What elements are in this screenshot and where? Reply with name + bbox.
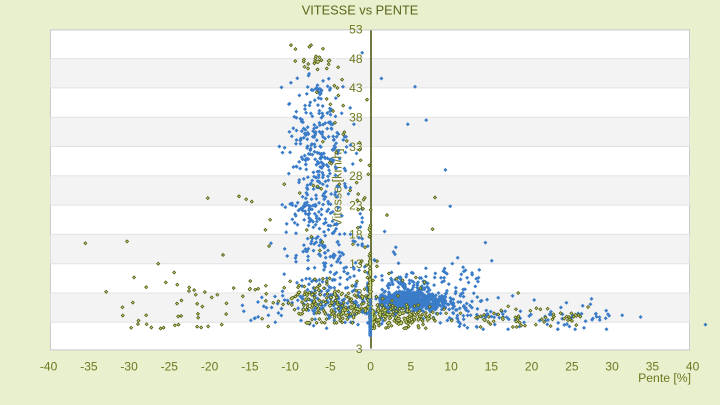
svg-text:Pente [%]: Pente [%] (638, 371, 691, 385)
svg-text:-35: -35 (80, 360, 98, 374)
svg-text:10: 10 (444, 360, 458, 374)
svg-text:-10: -10 (281, 360, 299, 374)
svg-text:3: 3 (356, 342, 363, 356)
svg-text:43: 43 (349, 81, 363, 95)
svg-text:-30: -30 (120, 360, 138, 374)
svg-text:28: 28 (349, 169, 363, 183)
svg-text:35: 35 (646, 360, 660, 374)
svg-text:-15: -15 (241, 360, 259, 374)
svg-text:38: 38 (349, 111, 363, 125)
svg-text:15: 15 (485, 360, 499, 374)
svg-text:53: 53 (349, 23, 363, 37)
svg-text:-5: -5 (325, 360, 336, 374)
svg-text:0: 0 (367, 360, 374, 374)
svg-text:25: 25 (565, 360, 579, 374)
svg-text:30: 30 (605, 360, 619, 374)
svg-text:40: 40 (686, 360, 700, 374)
svg-text:20: 20 (525, 360, 539, 374)
svg-text:-40: -40 (40, 360, 58, 374)
svg-text:33: 33 (349, 140, 363, 154)
svg-text:-25: -25 (161, 360, 179, 374)
svg-text:-20: -20 (201, 360, 219, 374)
svg-text:VITESSE vs PENTE: VITESSE vs PENTE (302, 3, 419, 18)
svg-text:48: 48 (349, 52, 363, 66)
svg-text:5: 5 (408, 360, 415, 374)
